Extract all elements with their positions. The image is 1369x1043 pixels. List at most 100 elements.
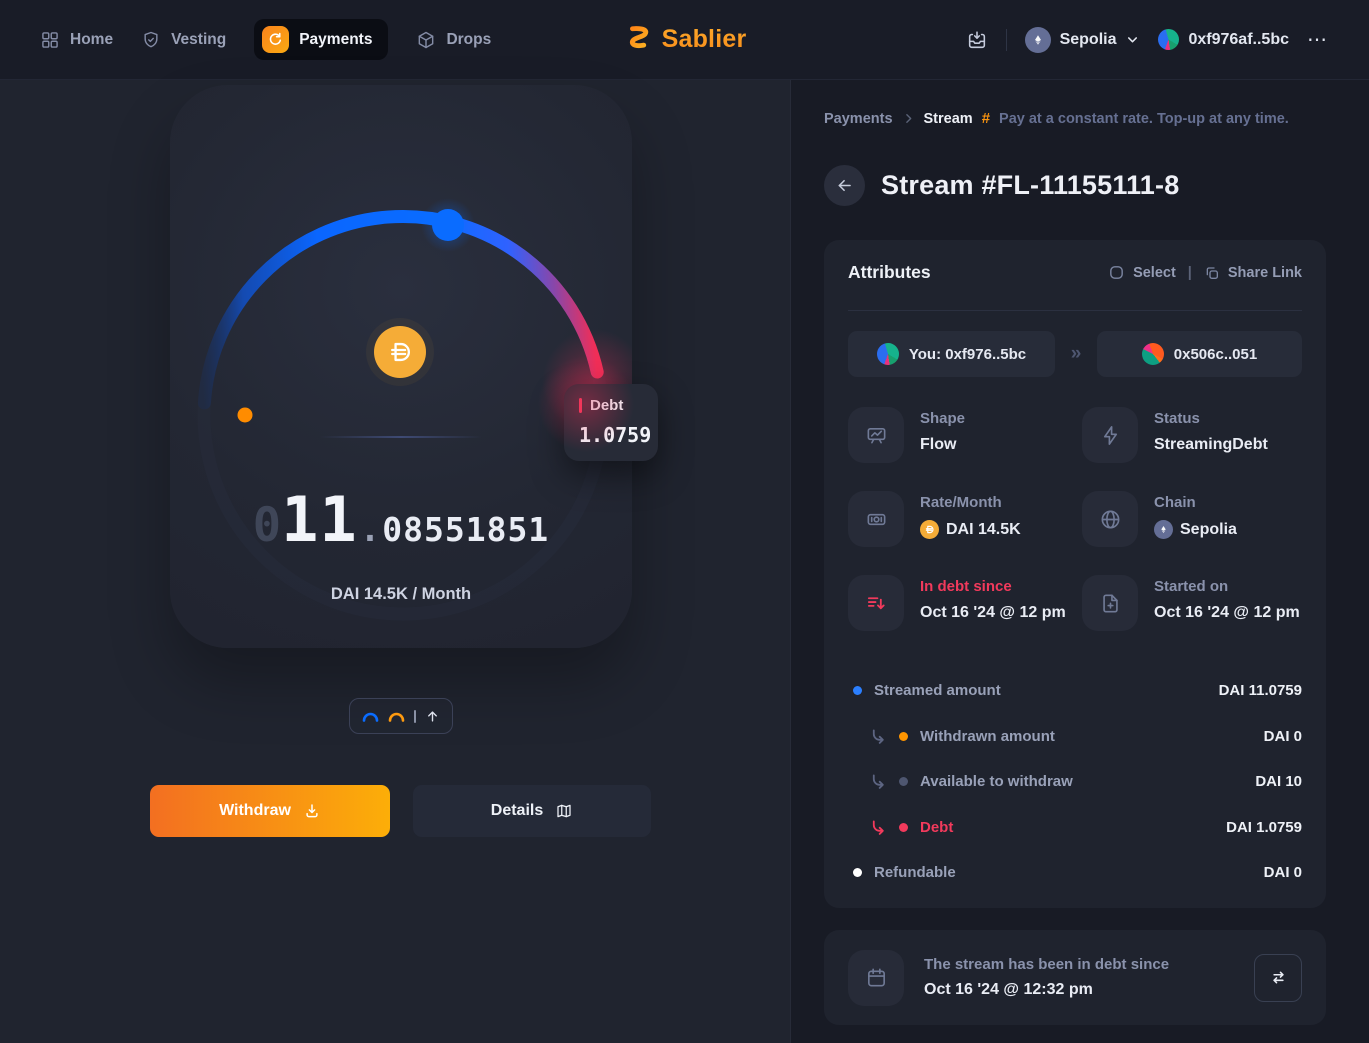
card-divider	[848, 310, 1302, 311]
top-navbar: Home Vesting Payments Drops	[0, 0, 1369, 80]
nav-item-payments[interactable]: Payments	[254, 19, 389, 60]
globe-icon	[1082, 491, 1138, 547]
sender-avatar	[876, 343, 899, 365]
breadcrumb-payments[interactable]: Payments	[824, 110, 893, 127]
grid-icon	[40, 30, 60, 50]
tile-value: Oct 16 '24 @ 12 pm	[920, 604, 1066, 621]
refundable-dot-icon	[853, 868, 862, 878]
map-icon	[555, 802, 573, 820]
circular-arrow-icon	[262, 26, 290, 53]
toggle-divider	[414, 709, 416, 723]
wallet-account[interactable]: 0xf976af..5bc	[1158, 29, 1289, 50]
page-title: Stream #FL-11155111-8	[881, 170, 1180, 200]
wallet-avatar	[1158, 29, 1180, 50]
tile-shape: Shape Flow	[848, 407, 1082, 463]
branch-arrow-icon	[870, 728, 887, 745]
breadcrumb-tagline: Pay at a constant rate. Top-up at any ti…	[999, 110, 1289, 127]
debt-color-bar	[579, 398, 582, 413]
nav-item-vesting[interactable]: Vesting	[141, 30, 226, 50]
sender-address-chip[interactable]: You: 0xf976..5bc	[848, 331, 1055, 377]
gauge-display-toggle[interactable]	[349, 698, 453, 734]
branch-arrow-icon	[870, 819, 887, 836]
nav-item-drops[interactable]: Drops	[416, 30, 491, 50]
tile-started-on: Started on Oct 16 '24 @ 12 pm	[1082, 575, 1302, 631]
tile-value: Oct 16 '24 @ 12 pm	[1154, 604, 1300, 621]
chevron-right-icon	[902, 112, 915, 125]
select-toggle[interactable]: Select	[1108, 264, 1176, 281]
amount-row-available: Available to withdraw DAI 10	[848, 759, 1302, 805]
tile-chain: Chain Sepolia	[1082, 491, 1302, 547]
amount-fraction: 08551851	[382, 510, 550, 549]
network-selector[interactable]: Sepolia	[1024, 26, 1141, 53]
streamed-amount-display: 0 11. 08551851	[170, 483, 632, 556]
toggle-time-format-button[interactable]	[1254, 953, 1302, 1002]
more-menu-icon[interactable]: ⋯	[1307, 29, 1329, 51]
amounts-breakdown: Streamed amount DAI 11.0759 Withdrawn am…	[848, 668, 1302, 896]
withdraw-button-label: Withdraw	[219, 802, 291, 819]
amount-leading-zero: 0	[252, 498, 282, 553]
nav-label: Home	[70, 30, 114, 48]
amount-value: DAI 10	[1255, 773, 1302, 791]
rate-caption: DAI 14.5K / Month	[330, 585, 472, 603]
tile-in-debt-since: In debt since Oct 16 '24 @ 12 pm	[848, 575, 1082, 631]
branch-arrow-icon	[870, 773, 887, 790]
share-link-label: Share Link	[1227, 264, 1302, 281]
amount-label: Withdrawn amount	[920, 727, 1055, 745]
nav-label: Vesting	[171, 30, 227, 48]
chart-board-icon	[848, 407, 904, 463]
attribute-tiles: Shape Flow Status StreamingDebt Rate/M	[848, 407, 1302, 631]
package-icon	[416, 30, 436, 50]
amount-row-debt: Debt DAI 1.0759	[848, 805, 1302, 851]
nav-label: Payments	[299, 30, 373, 48]
blue-arc-icon[interactable]	[362, 711, 379, 722]
dai-token-icon	[374, 326, 426, 378]
stream-actions: Withdraw Details	[150, 785, 651, 837]
debt-dot-icon	[899, 822, 908, 832]
attributes-title: Attributes	[848, 262, 931, 282]
stream-visualizer-panel: 0 11. 08551851 DAI 14.5K / Month Debt 1.07…	[0, 80, 790, 1043]
inbox-icon[interactable]	[966, 29, 988, 51]
stream-header: Stream #FL-11155111-8	[824, 165, 1179, 206]
nav-right: Sepolia 0xf976af..5bc ⋯	[966, 26, 1329, 53]
tile-status: Status StreamingDebt	[1082, 407, 1302, 463]
amount-value: DAI 0	[1263, 727, 1302, 745]
tile-label: Rate/Month	[920, 494, 1002, 511]
recipient-address-chip[interactable]: 0x506c..051	[1096, 331, 1302, 377]
actions-divider: |	[1187, 264, 1192, 281]
arrow-up-icon[interactable]	[425, 709, 440, 724]
breadcrumb-stream: Stream	[923, 110, 973, 127]
debt-tooltip-value: 1.0759	[579, 423, 652, 447]
hash-icon: #	[981, 110, 991, 127]
attributes-card: Attributes Select | Share Link	[824, 240, 1326, 908]
file-plus-icon	[1082, 575, 1138, 631]
details-button[interactable]: Details	[413, 785, 651, 837]
wallet-address: 0xf976af..5bc	[1188, 30, 1289, 48]
debt-tooltip-label: Debt	[590, 397, 624, 414]
download-icon	[303, 802, 321, 820]
share-link-button[interactable]: Share Link	[1204, 265, 1302, 281]
tile-value-text: Sepolia	[1180, 520, 1237, 538]
gauge-knob[interactable]	[432, 209, 464, 241]
amount-label: Debt	[920, 818, 954, 836]
brand-logo[interactable]: Sablier	[623, 25, 747, 55]
amount-row-streamed: Streamed amount DAI 11.0759	[848, 668, 1302, 714]
nav-item-home[interactable]: Home	[40, 30, 113, 50]
amount-label: Refundable	[874, 864, 956, 882]
tile-value: Flow	[920, 436, 957, 453]
chevron-down-icon	[1125, 32, 1140, 47]
shield-check-icon	[141, 30, 161, 50]
gauge-start-marker	[237, 407, 253, 423]
tile-label: Chain	[1154, 494, 1196, 511]
calendar-icon	[848, 949, 904, 1006]
amount-label: Streamed amount	[874, 682, 1001, 700]
double-chevron-icon: »	[1070, 343, 1082, 364]
available-dot-icon	[899, 777, 908, 787]
tile-label: Status	[1154, 410, 1200, 427]
stream-parties: You: 0xf976..5bc » 0x506c..051	[848, 331, 1302, 377]
gauge-divider	[320, 436, 482, 438]
back-button[interactable]	[824, 165, 865, 206]
amount-integer: 11	[281, 483, 358, 556]
orange-arc-icon[interactable]	[388, 711, 405, 722]
network-name: Sepolia	[1059, 30, 1117, 48]
withdraw-button[interactable]: Withdraw	[150, 785, 390, 837]
